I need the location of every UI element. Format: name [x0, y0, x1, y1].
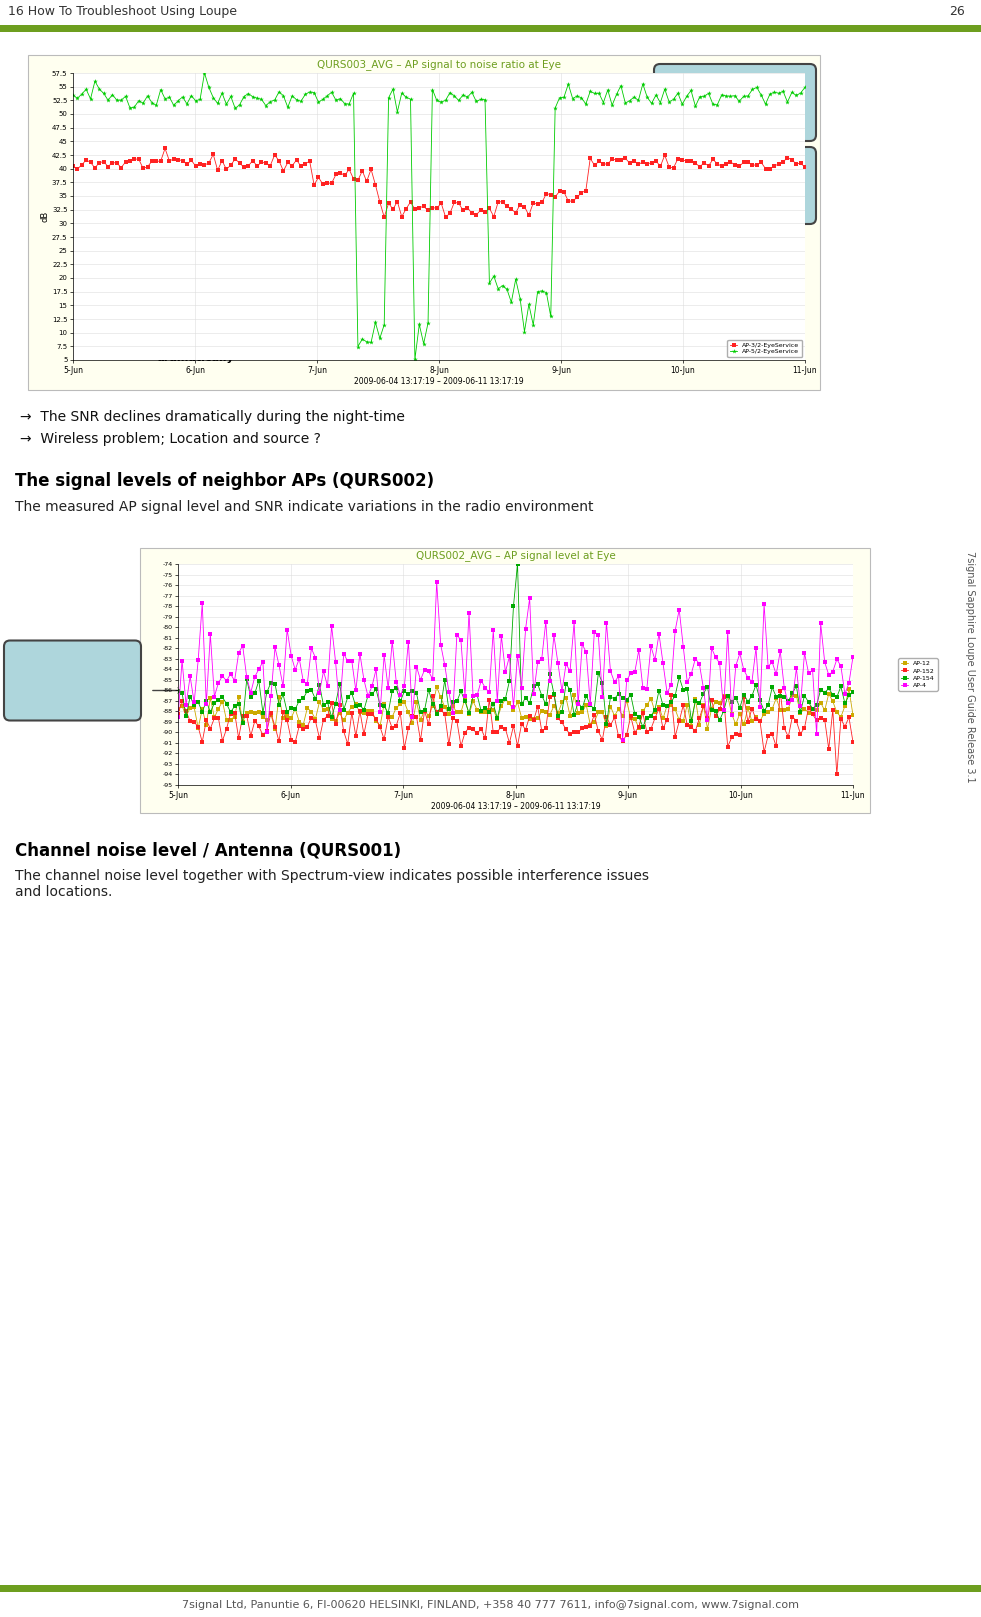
Line: AP-12: AP-12 [177, 686, 854, 731]
Bar [0, 24, 981, 32]
Text: 26: 26 [950, 5, 965, 18]
AP-5/2-EyeService [198, 63, 210, 82]
Text: AP-5 in
channel 1: AP-5 in channel 1 [700, 84, 769, 112]
AP-4 [572, 695, 584, 715]
AP-5/2-EyeService [322, 86, 334, 105]
FancyBboxPatch shape [654, 147, 816, 225]
Text: AP-3 in
channel 6: AP-3 in channel 6 [701, 167, 769, 194]
FancyBboxPatch shape [654, 65, 816, 141]
AP-4 [293, 648, 305, 668]
Bar [140, 548, 870, 813]
AP-4 [848, 647, 859, 666]
X-axis label: 2009-06-04 13:17:19 – 2009-06-11 13:17:19: 2009-06-04 13:17:19 – 2009-06-11 13:17:1… [354, 377, 524, 386]
Text: 16 How To Troubleshoot Using Loupe: 16 How To Troubleshoot Using Loupe [8, 5, 237, 18]
AP-152 [831, 765, 843, 784]
AP-3/2-EyeService [282, 152, 293, 171]
AP-154 [293, 690, 305, 710]
AP-5/2-EyeService [203, 78, 215, 97]
AP-4 [560, 655, 572, 674]
AP-12 [406, 713, 418, 733]
AP-12 [370, 711, 382, 731]
Text: Channel noise level / Antenna (QURS001): Channel noise level / Antenna (QURS001) [15, 841, 401, 859]
AP-12 [431, 678, 442, 697]
AP-3/2-EyeService [67, 157, 78, 176]
AP-12 [172, 700, 183, 720]
AP-4 [366, 676, 378, 695]
AP-152 [568, 723, 580, 742]
AP-152 [848, 733, 859, 752]
AP-152 [293, 716, 305, 736]
AP-5/2-EyeService [409, 349, 421, 369]
Line: AP-4: AP-4 [177, 581, 854, 741]
Legend: AP-3/2-EyeService, AP-5/2-EyeService: AP-3/2-EyeService, AP-5/2-EyeService [727, 340, 801, 357]
Y-axis label: dB: dB [40, 210, 49, 222]
AP-12 [576, 702, 588, 721]
AP-5/2-EyeService [800, 78, 811, 97]
AP-152 [774, 681, 786, 700]
AP-154 [718, 702, 730, 721]
AP-5/2-EyeService [282, 97, 293, 116]
AP-154 [172, 682, 183, 702]
Text: The SNR
declines
dramatically: The SNR declines dramatically [156, 330, 233, 364]
AP-154 [848, 682, 859, 702]
AP-3/2-EyeService [379, 207, 390, 226]
Text: 7signal Sapphire Loupe User Guide Release 3.1: 7signal Sapphire Loupe User Guide Releas… [965, 551, 975, 783]
AP-154 [366, 684, 378, 703]
AP-154 [402, 684, 414, 703]
Line: AP-154: AP-154 [177, 563, 854, 728]
AP-3/2-EyeService [505, 199, 517, 218]
AP-12 [564, 707, 576, 726]
AP-4 [718, 700, 730, 720]
AP-3/2-EyeService [203, 154, 215, 173]
AP-12 [718, 686, 730, 705]
AP-5/2-EyeService [659, 79, 671, 99]
AP-12 [269, 720, 281, 739]
FancyBboxPatch shape [129, 254, 261, 348]
AP-152 [172, 705, 183, 724]
AP-3/2-EyeService [322, 173, 334, 192]
FancyBboxPatch shape [4, 640, 141, 721]
AP-154 [512, 555, 524, 574]
AP-152 [709, 707, 721, 726]
AP-154 [572, 692, 584, 711]
AP-152 [366, 705, 378, 724]
AP-152 [556, 713, 568, 733]
Text: The channel noise level together with Spectrum-view indicates possible interfere: The channel noise level together with Sp… [15, 868, 649, 899]
Title: QURS003_AVG – AP signal to noise ratio at Eye: QURS003_AVG – AP signal to noise ratio a… [317, 60, 561, 71]
AP-4 [402, 632, 414, 652]
Text: The neighbour APs
signal levels in
channel 1: The neighbour APs signal levels in chann… [17, 655, 128, 687]
AP-3/2-EyeService [659, 146, 671, 165]
X-axis label: 2009-06-04 13:17:19 – 2009-06-11 13:17:19: 2009-06-04 13:17:19 – 2009-06-11 13:17:1… [431, 802, 600, 812]
Bar [28, 55, 820, 390]
AP-5/2-EyeService [505, 293, 517, 312]
AP-3/2-EyeService [159, 139, 171, 158]
AP-12 [297, 715, 309, 734]
AP-5/2-EyeService [67, 86, 78, 105]
AP-5/2-EyeService [492, 280, 504, 299]
Text: 7signal Ltd, Panuntie 6, FI-00620 HELSINKI, FINLAND, +358 40 777 7611, info@7sig: 7signal Ltd, Panuntie 6, FI-00620 HELSIN… [181, 1599, 799, 1611]
AP-154 [637, 716, 648, 736]
AP-4 [431, 572, 442, 592]
Text: The signal levels of neighbor APs (QURS002): The signal levels of neighbor APs (QURS0… [15, 472, 435, 490]
Legend: AP-12, AP-152, AP-154, AP-4: AP-12, AP-152, AP-154, AP-4 [899, 658, 938, 690]
AP-4 [172, 708, 183, 728]
Bar [0, 1585, 981, 1593]
Text: →  The SNR declines dramatically during the night-time: → The SNR declines dramatically during t… [20, 411, 405, 424]
AP-12 [848, 705, 859, 724]
Line: AP-152: AP-152 [177, 689, 854, 776]
AP-152 [402, 718, 414, 737]
Text: The measured AP signal level and SNR indicate variations in the radio environmen: The measured AP signal level and SNR ind… [15, 500, 594, 514]
AP-3/2-EyeService [800, 157, 811, 176]
Line: AP-5/2-EyeService: AP-5/2-EyeService [71, 71, 807, 362]
AP-4 [617, 729, 629, 749]
Text: →  Wireless problem; Location and source ?: → Wireless problem; Location and source … [20, 432, 321, 446]
Line: AP-3/2-EyeService: AP-3/2-EyeService [72, 147, 806, 218]
AP-154 [560, 674, 572, 694]
Title: QURS002_AVG – AP signal level at Eye: QURS002_AVG – AP signal level at Eye [416, 550, 615, 561]
AP-3/2-EyeService [492, 192, 504, 212]
